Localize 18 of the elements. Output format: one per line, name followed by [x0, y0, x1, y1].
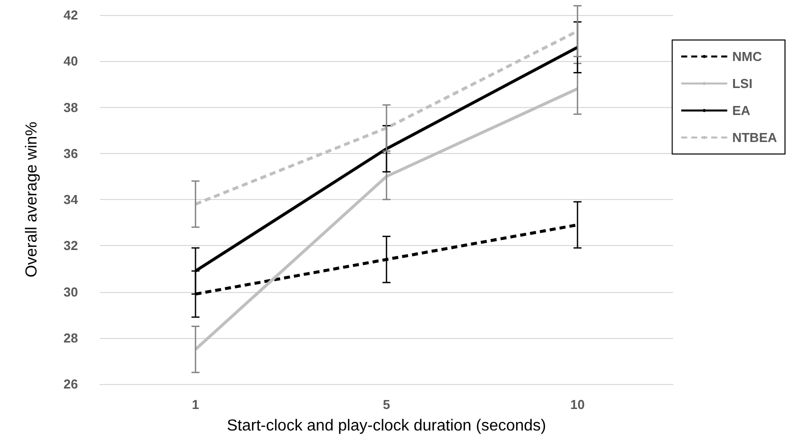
legend-label: NTBEA — [732, 130, 778, 145]
x-tick-label: 10 — [570, 397, 585, 412]
y-tick-label: 42 — [64, 8, 78, 22]
x-tick-label: 5 — [382, 397, 390, 412]
x-axis-title: Start-clock and play-clock duration (seconds) — [226, 418, 546, 434]
legend-label: LSI — [732, 76, 752, 91]
y-tick-label: 26 — [64, 376, 78, 392]
y-axis-title: Overall average win% — [24, 122, 40, 278]
y-tick-label: 36 — [64, 146, 78, 161]
x-tick-label: 1 — [192, 397, 200, 412]
legend-label: EA — [732, 103, 751, 118]
y-tick-label: 38 — [64, 100, 78, 115]
legend-label: NMC — [732, 49, 762, 64]
y-tick-label: 32 — [64, 238, 78, 254]
y-tick-label: 30 — [64, 284, 78, 300]
y-tick-label: 28 — [64, 330, 78, 346]
y-tick-label: 34 — [64, 192, 79, 207]
y-tick-label: 40 — [64, 54, 78, 69]
